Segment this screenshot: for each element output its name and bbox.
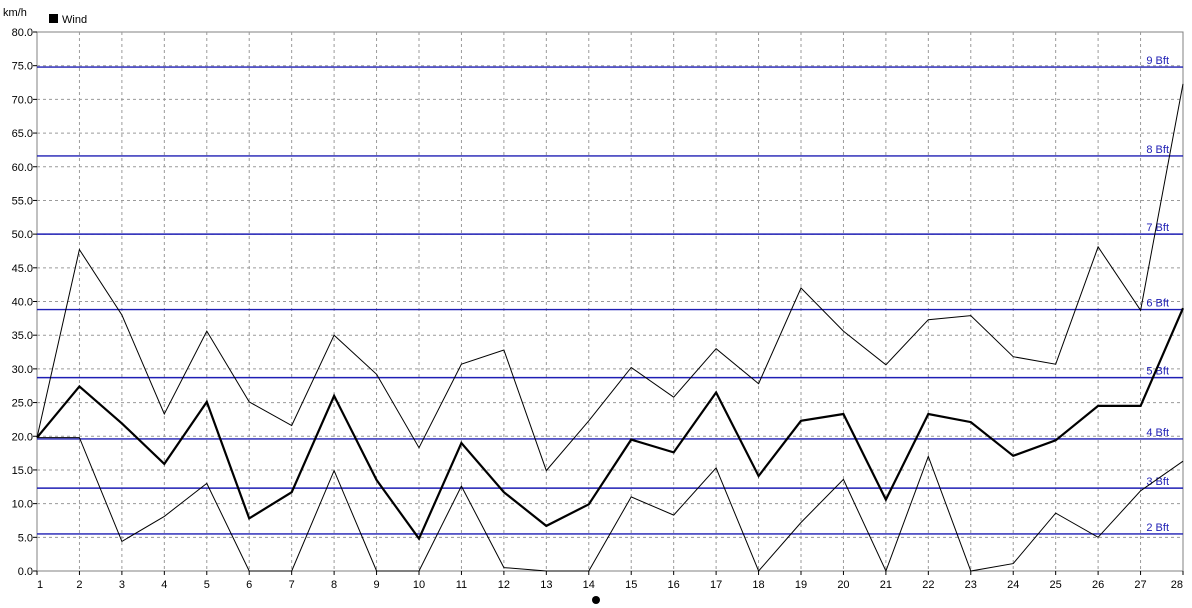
x-tick-label: 26 xyxy=(1092,579,1104,591)
y-tick-label: 40.0 xyxy=(12,297,33,309)
y-tick-label: 70.0 xyxy=(12,94,33,106)
x-tick-label: 21 xyxy=(880,579,892,591)
legend-label: Wind xyxy=(62,14,87,26)
y-tick-label: 15.0 xyxy=(12,465,33,477)
beaufort-label: 2 Bft xyxy=(1146,522,1169,534)
x-tick-label: 3 xyxy=(119,579,125,591)
x-tick-label: 17 xyxy=(710,579,722,591)
x-tick-label: 23 xyxy=(965,579,977,591)
x-tick-label: 10 xyxy=(413,579,425,591)
grid-lines xyxy=(37,32,1183,571)
beaufort-label: 3 Bft xyxy=(1146,476,1169,488)
x-tick-label: 7 xyxy=(289,579,295,591)
y-tick-label: 0.0 xyxy=(18,566,33,578)
beaufort-label: 9 Bft xyxy=(1146,55,1169,67)
x-tick-label: 12 xyxy=(498,579,510,591)
x-tick-label: 14 xyxy=(583,579,595,591)
x-tick-label: 16 xyxy=(668,579,680,591)
x-tick-label: 4 xyxy=(161,579,167,591)
x-tick-label: 25 xyxy=(1050,579,1062,591)
x-tick-label: 13 xyxy=(540,579,552,591)
y-tick-label: 60.0 xyxy=(12,162,33,174)
series-line-min xyxy=(37,437,1184,573)
series-line-max xyxy=(36,83,1184,472)
x-tick-label: 18 xyxy=(752,579,764,591)
x-tick-label: 6 xyxy=(246,579,252,591)
y-tick-label: 55.0 xyxy=(12,195,33,207)
beaufort-label: 6 Bft xyxy=(1146,298,1169,310)
y-tick-label: 10.0 xyxy=(12,499,33,511)
x-tick-label: 9 xyxy=(373,579,379,591)
y-tick-label: 35.0 xyxy=(12,330,33,342)
x-tick-label: 22 xyxy=(922,579,934,591)
beaufort-label: 7 Bft xyxy=(1146,222,1169,234)
data-series xyxy=(36,83,1185,573)
legend: Wind xyxy=(49,14,87,26)
x-tick-label: 20 xyxy=(837,579,849,591)
x-tick-label: 15 xyxy=(625,579,637,591)
y-tick-label: 50.0 xyxy=(12,229,33,241)
legend-swatch xyxy=(49,14,58,23)
x-tick-label: 5 xyxy=(204,579,210,591)
y-axis-unit-label: km/h xyxy=(3,7,27,19)
y-tick-label: 80.0 xyxy=(12,27,33,39)
beaufort-label: 5 Bft xyxy=(1146,366,1169,378)
y-axis: 0.0 5.0 10.0 15.0 20.0 25.0 30.0 35.0 40.0 45.0 50… xyxy=(12,27,37,578)
y-tick-label: 75.0 xyxy=(12,61,33,73)
x-tick-label: 2 xyxy=(76,579,82,591)
x-tick-label: 1 xyxy=(37,579,43,591)
x-tick-label: 28 xyxy=(1171,579,1183,591)
series-line-mean xyxy=(36,307,1185,541)
x-tick-label: 11 xyxy=(456,579,467,591)
y-tick-label: 65.0 xyxy=(12,128,33,140)
x-tick-label: 8 xyxy=(331,579,337,591)
beaufort-label: 8 Bft xyxy=(1146,144,1169,156)
y-tick-label: 45.0 xyxy=(12,263,33,275)
x-tick-label: 19 xyxy=(795,579,807,591)
y-tick-label: 25.0 xyxy=(12,398,33,410)
x-axis: 1 2 3 4 5 6 7 8 9 10 11 12 13 14 15 16 17 18 19 20 21 22 23 24 2… xyxy=(36,571,1184,591)
y-tick-label: 30.0 xyxy=(12,364,33,376)
y-tick-label: 5.0 xyxy=(18,532,33,544)
x-tick-label: 24 xyxy=(1007,579,1019,591)
cursor-marker[interactable] xyxy=(592,596,600,604)
x-tick-label: 27 xyxy=(1134,579,1146,591)
beaufort-label: 4 Bft xyxy=(1146,427,1169,439)
y-tick-label: 20.0 xyxy=(12,431,33,443)
